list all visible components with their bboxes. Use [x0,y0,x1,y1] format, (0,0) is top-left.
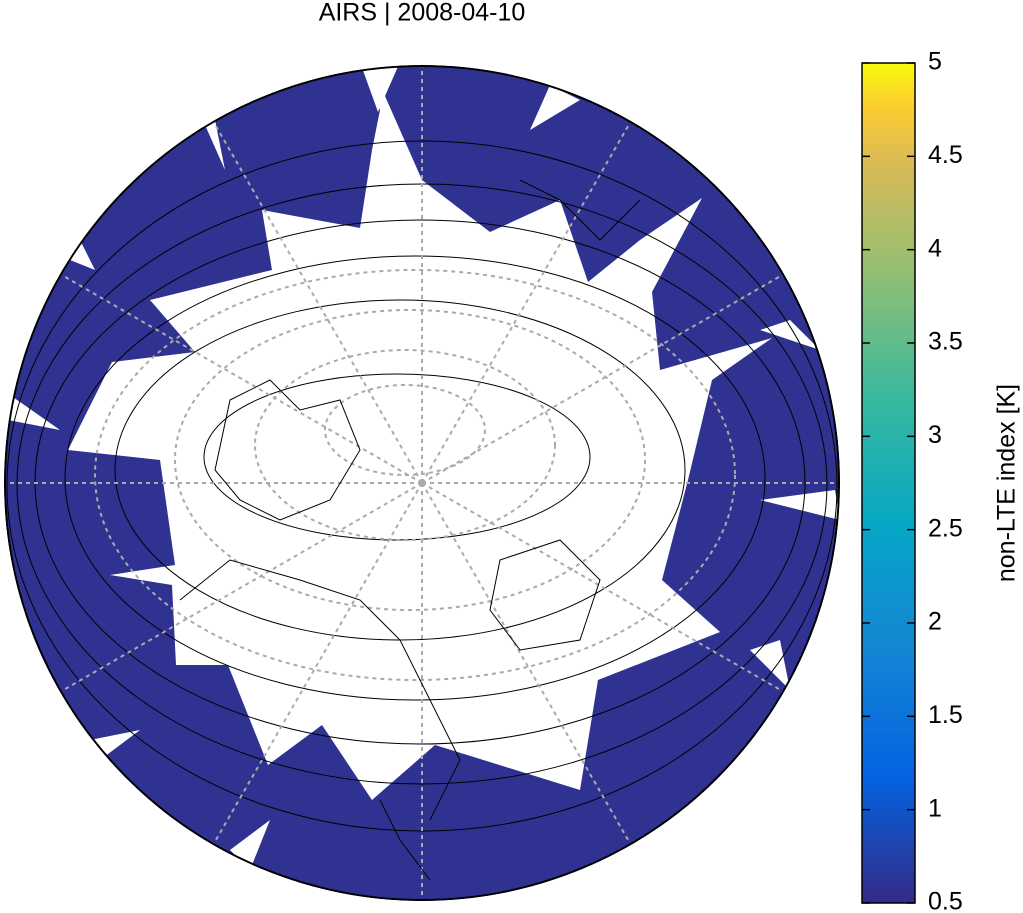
data-gap [205,120,225,170]
colorbar-tick-label: 2 [928,608,942,636]
colorbar-tick-label: 3.5 [928,328,963,356]
colorbar-tick-label: 4.5 [928,141,963,169]
data-gap [68,65,772,800]
colorbar-tick-label: 1 [928,794,942,822]
colorbar-tick-label: 5 [928,48,942,76]
map-border [4,65,840,901]
colorbar-tick-label: 0.5 [928,888,963,913]
graticule [4,65,840,901]
map [4,65,840,901]
data-gap [530,85,580,130]
colorbar-label: non-LTE index [K] [993,384,1021,582]
data-gap [360,65,400,112]
colorbar [861,62,916,904]
colorbar-tick-label: 2.5 [928,514,963,542]
data-gap [760,490,840,520]
coastlines [179,179,641,881]
data-gap [760,320,820,350]
data-gap [750,640,790,690]
colorbar-tick-label: 1.5 [928,701,963,729]
colorbar-tick-label: 4 [928,234,942,262]
colorbar-tick-label: 3 [928,421,942,449]
map-title: AIRS | 2008-04-10 [319,0,526,27]
data-gap [8,395,60,430]
